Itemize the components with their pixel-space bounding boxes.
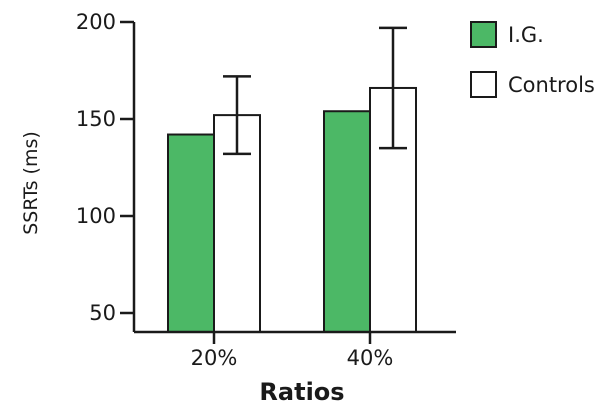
y-axis-ticks: 50 100 150 200 — [76, 10, 134, 325]
error-bar — [379, 26, 407, 150]
y-tick-label: 150 — [76, 107, 116, 131]
y-tick-label: 200 — [76, 10, 116, 34]
y-axis-title: SSRTs (ms) — [20, 131, 42, 235]
x-axis-title: Ratios — [259, 378, 344, 406]
legend-swatch — [470, 21, 497, 48]
bar-ig — [167, 133, 215, 333]
x-tick-label: 20% — [191, 346, 238, 370]
legend-label: Controls — [508, 73, 595, 97]
bar-ig — [323, 110, 371, 333]
legend-item-controls: Controls — [470, 71, 595, 98]
x-tick-label: 40% — [347, 346, 394, 370]
legend-item-ig: I.G. — [470, 21, 544, 48]
y-tick-label: 100 — [76, 204, 116, 228]
y-tick-label: 50 — [89, 301, 116, 325]
x-axis-ticks: 20% 40% — [191, 332, 394, 370]
legend-label: I.G. — [508, 23, 544, 47]
legend-swatch — [470, 71, 497, 98]
error-bar — [223, 75, 251, 156]
legend: I.G. Controls — [470, 21, 595, 98]
plot-area — [167, 26, 417, 334]
